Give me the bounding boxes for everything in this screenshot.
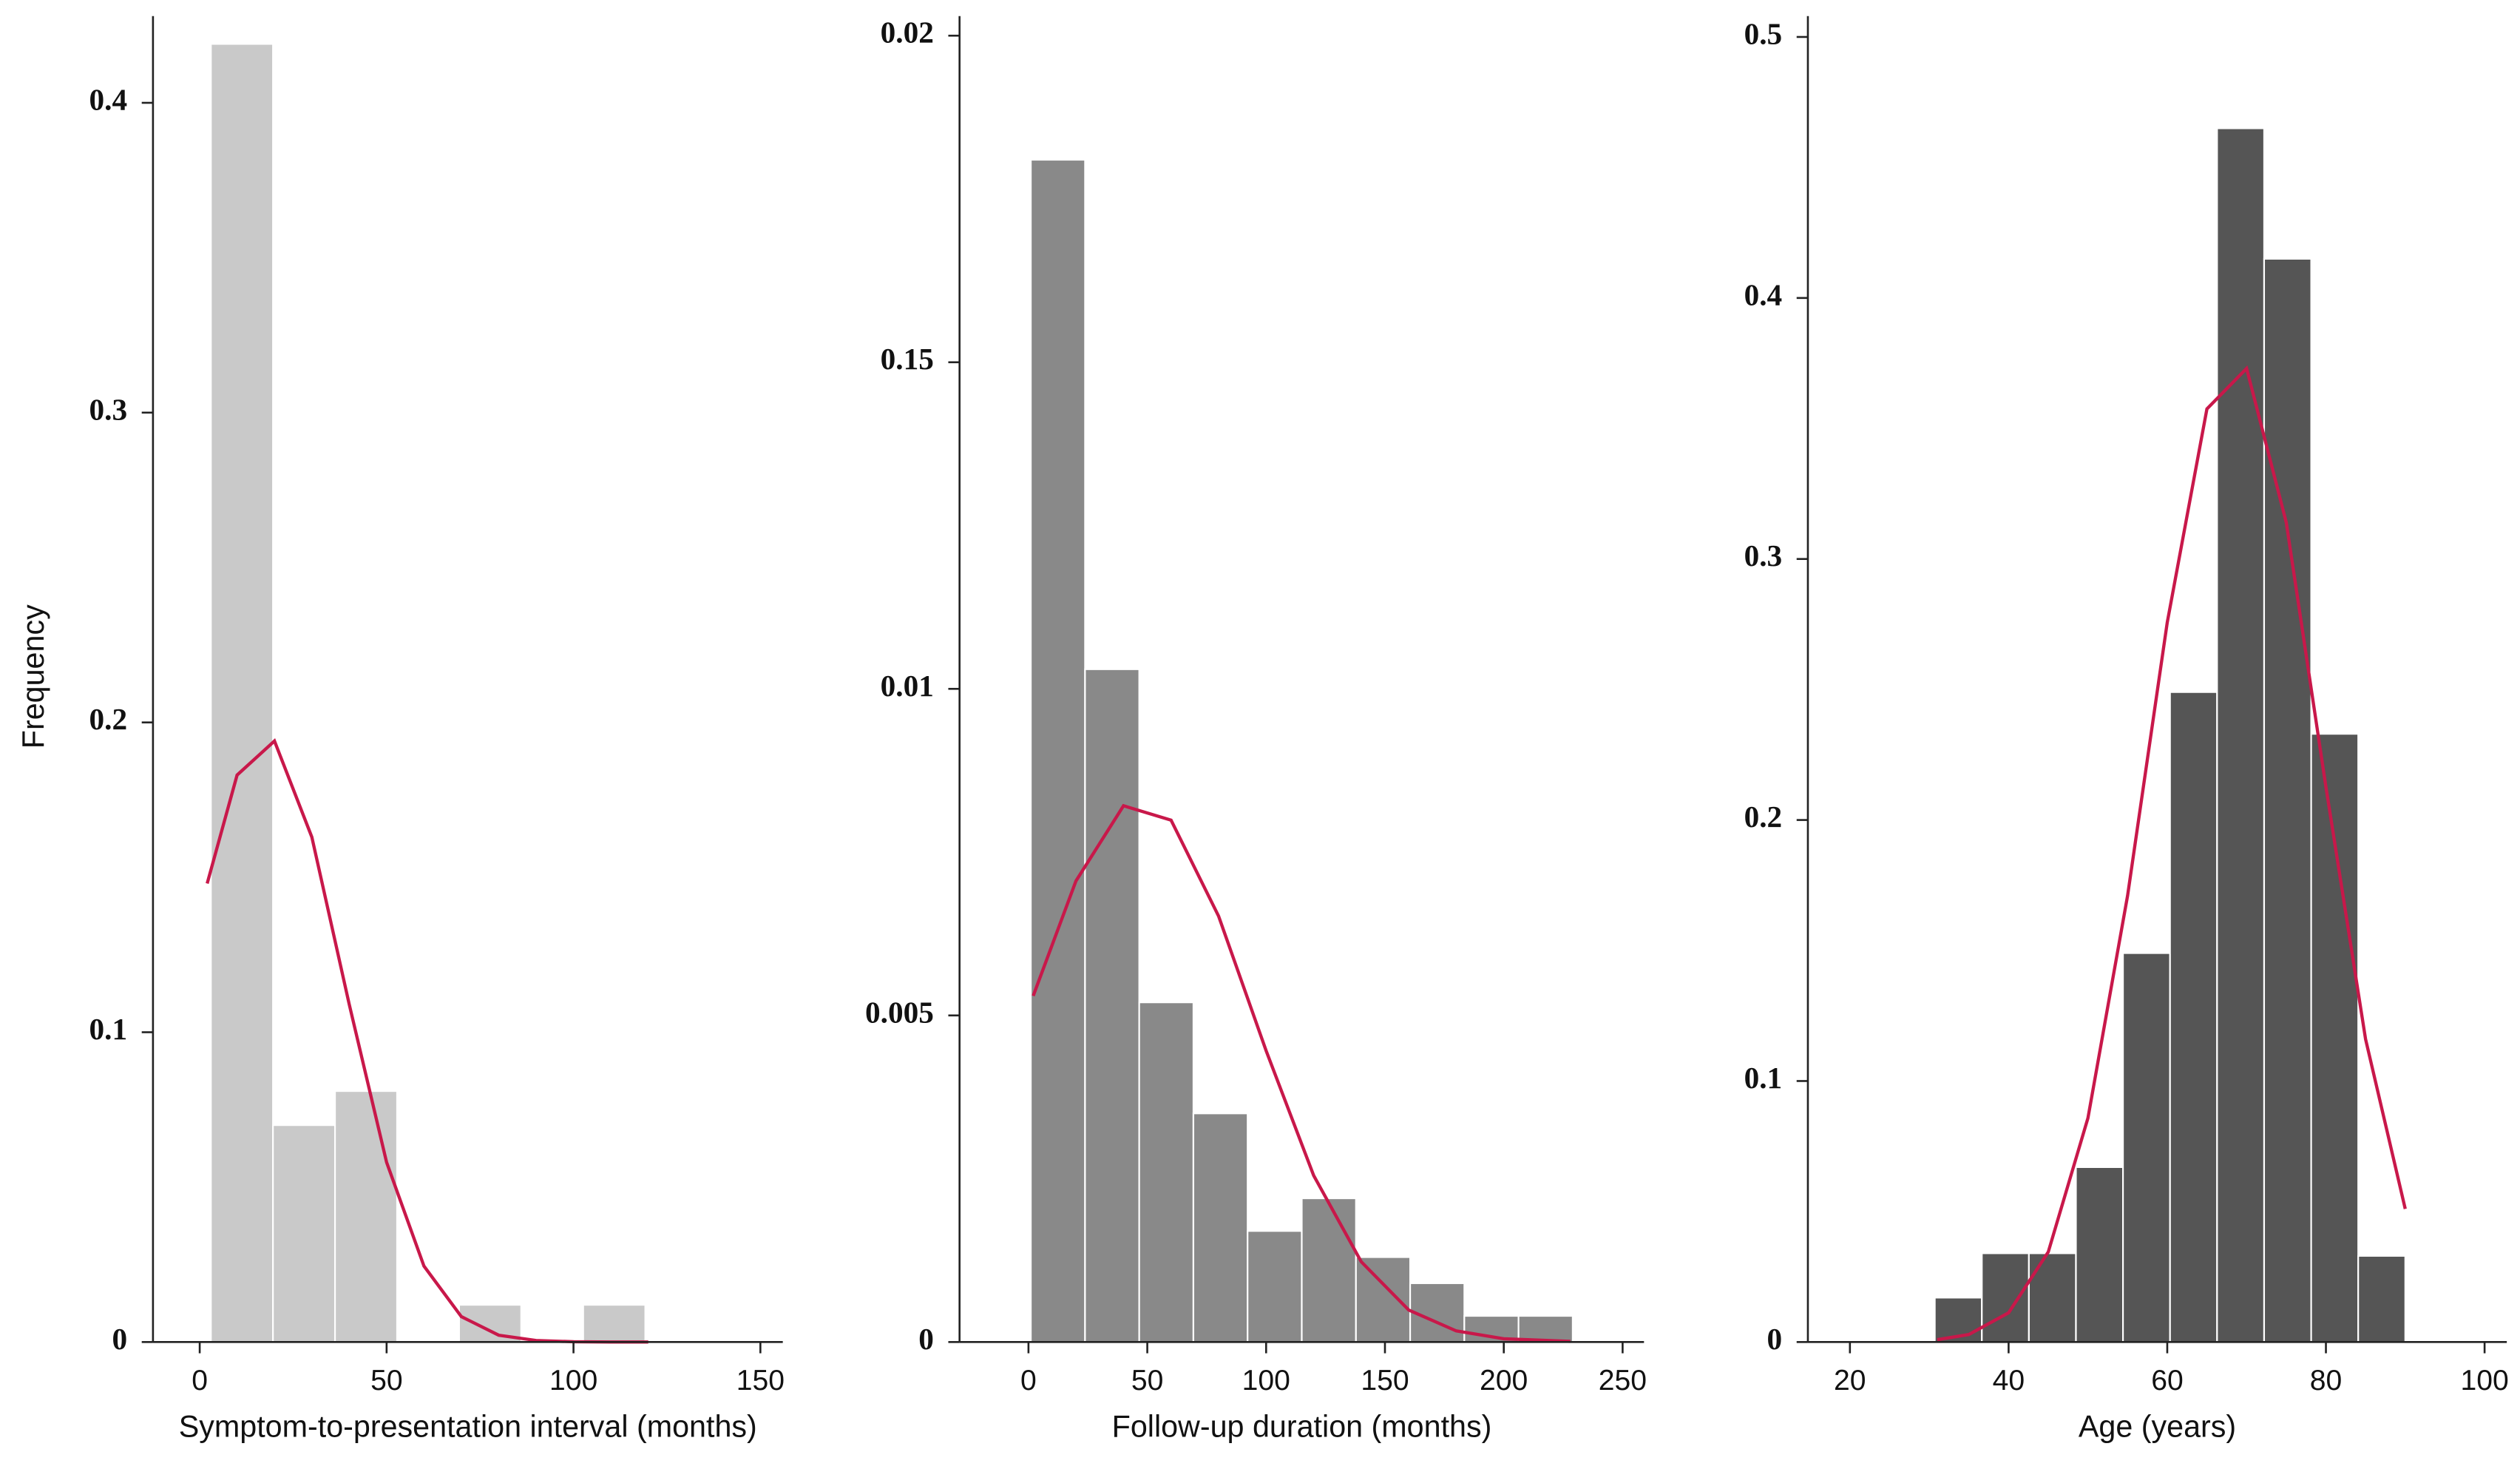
y-tick-label: 0 — [1767, 1322, 1783, 1356]
x-tick-label: 20 — [1834, 1365, 1866, 1397]
y-tick-label: 0 — [918, 1322, 934, 1356]
x-tick-label: 50 — [1131, 1365, 1164, 1397]
bar — [2263, 257, 2312, 1343]
bar — [1355, 1256, 1412, 1343]
x-tick-label: 80 — [2310, 1365, 2343, 1397]
x-axis-label: Symptom-to-presentation interval (months… — [179, 1410, 757, 1444]
x-tick-label: 250 — [1599, 1365, 1647, 1397]
x-axis-label: Age (years) — [2079, 1410, 2236, 1444]
bar — [1517, 1314, 1574, 1343]
bar — [1030, 158, 1086, 1343]
x-tick-label: 200 — [1480, 1365, 1528, 1397]
x-tick-label: 0 — [1020, 1365, 1037, 1397]
bar — [1192, 1112, 1249, 1343]
x-tick-label: 150 — [1361, 1365, 1409, 1397]
y-tick-label: 0.02 — [881, 16, 934, 50]
bar — [1138, 1002, 1195, 1343]
bar — [1981, 1252, 2030, 1343]
bar — [2122, 952, 2171, 1343]
density-curve — [1937, 365, 2407, 1342]
y-axis-label: Frequency — [16, 604, 50, 749]
bar — [2075, 1166, 2124, 1343]
y-tick-label: 0.15 — [881, 342, 934, 376]
y-tick-label: 0.005 — [865, 995, 934, 1029]
y-tick-label: 0.4 — [1744, 277, 1783, 311]
y-tick-label: 0.1 — [89, 1012, 128, 1046]
x-tick-label: 150 — [736, 1365, 785, 1397]
bar — [582, 1303, 646, 1343]
y-tick-label: 0 — [112, 1322, 127, 1356]
bar — [1301, 1197, 1357, 1343]
x-tick-label: 100 — [549, 1365, 597, 1397]
y-tick-label: 0.01 — [881, 669, 934, 703]
x-tick-label: 100 — [1242, 1365, 1290, 1397]
bar — [2169, 691, 2218, 1343]
bar — [2310, 733, 2360, 1343]
bar — [272, 1124, 336, 1343]
x-tick-label: 0 — [192, 1365, 208, 1397]
y-tick-label: 0.2 — [89, 702, 128, 736]
bar — [2216, 127, 2266, 1343]
bar — [1084, 668, 1140, 1343]
bar — [210, 43, 274, 1343]
bar — [1247, 1230, 1303, 1343]
x-axis-label: Follow-up duration (months) — [1112, 1410, 1492, 1444]
density-curve — [1032, 803, 1571, 1343]
bar — [2028, 1252, 2077, 1343]
x-tick-label: 40 — [1993, 1365, 2025, 1397]
x-tick-label: 100 — [2460, 1365, 2508, 1397]
y-tick-label: 0.1 — [1744, 1061, 1783, 1095]
y-tick-label: 0.5 — [1744, 16, 1783, 50]
y-tick-label: 0.4 — [89, 82, 128, 116]
y-tick-label: 0.3 — [89, 392, 128, 426]
bar — [333, 1090, 399, 1343]
bar — [2357, 1254, 2406, 1343]
y-tick-label: 0.2 — [1744, 800, 1783, 834]
x-tick-label: 60 — [2151, 1365, 2184, 1397]
x-tick-label: 50 — [370, 1365, 403, 1397]
y-tick-label: 0.3 — [1744, 538, 1783, 573]
bar — [458, 1303, 522, 1343]
